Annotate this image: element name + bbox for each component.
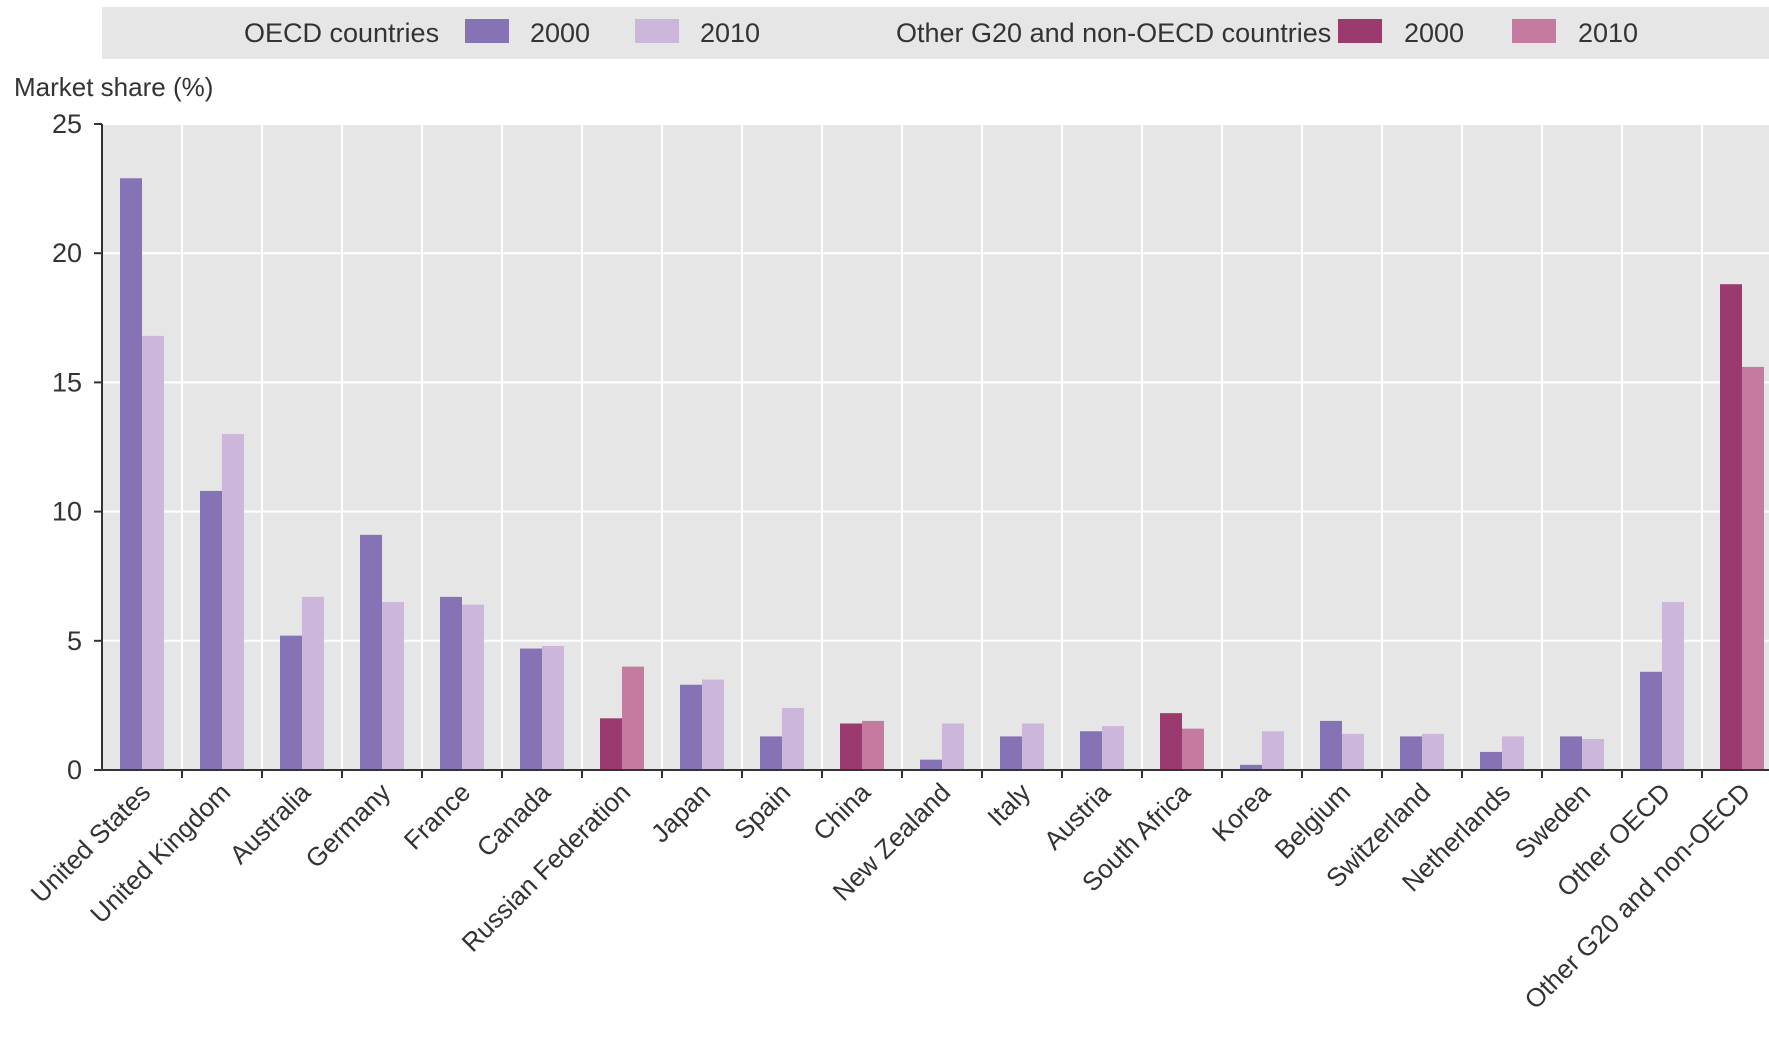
bar-2000 bbox=[1640, 671, 1662, 770]
legend: OECD countries 2000 2010 Other G20 and n… bbox=[244, 18, 1638, 48]
bar-2010 bbox=[462, 604, 484, 770]
bar-2000 bbox=[1080, 731, 1102, 770]
gridlines bbox=[102, 123, 1769, 770]
bar-2000 bbox=[520, 648, 542, 770]
bar-2010 bbox=[1422, 733, 1444, 770]
legend-other-2000-label: 2000 bbox=[1404, 18, 1464, 48]
bar-2000 bbox=[840, 723, 862, 770]
bar-2000 bbox=[280, 635, 302, 770]
category-label: Japan bbox=[645, 777, 716, 848]
category-label: Spain bbox=[728, 777, 796, 845]
y-tick-label: 0 bbox=[67, 755, 82, 785]
bar-2000 bbox=[600, 718, 622, 770]
legend-band bbox=[102, 7, 1769, 59]
y-tick-label: 25 bbox=[52, 109, 82, 139]
y-tick-label: 15 bbox=[52, 367, 82, 397]
bar-2000 bbox=[1560, 736, 1582, 770]
axes: 0 5 10 15 20 25 bbox=[52, 109, 1769, 785]
category-label: Italy bbox=[981, 777, 1036, 832]
bar-2010 bbox=[702, 679, 724, 770]
category-label: Germany bbox=[299, 777, 396, 874]
bar-2000 bbox=[120, 178, 142, 770]
bar-2000 bbox=[360, 534, 382, 770]
legend-swatch-oecd-2000 bbox=[465, 19, 509, 43]
bar-2010 bbox=[782, 707, 804, 770]
bar-2000 bbox=[1400, 736, 1422, 770]
bar-2000 bbox=[1000, 736, 1022, 770]
category-label: France bbox=[398, 777, 476, 855]
bar-2000 bbox=[1720, 284, 1742, 770]
legend-oecd-2000-label: 2000 bbox=[530, 18, 590, 48]
bar-2010 bbox=[142, 335, 164, 770]
bar-2000 bbox=[1240, 764, 1262, 770]
plot-area bbox=[102, 124, 1769, 770]
legend-group-oecd-label: OECD countries bbox=[244, 18, 439, 48]
bar-2000 bbox=[760, 736, 782, 770]
bar-2000 bbox=[1160, 713, 1182, 770]
bar-2010 bbox=[1182, 728, 1204, 770]
bar-2010 bbox=[1342, 733, 1364, 770]
bar-2010 bbox=[622, 666, 644, 770]
legend-other-2010-label: 2010 bbox=[1578, 18, 1638, 48]
category-label: Austria bbox=[1038, 777, 1117, 856]
y-tick-label: 5 bbox=[67, 626, 82, 656]
bar-2010 bbox=[1662, 602, 1684, 770]
category-label: Korea bbox=[1206, 777, 1277, 848]
bar-2010 bbox=[1262, 731, 1284, 770]
bar-2010 bbox=[1022, 723, 1044, 770]
y-tick-label: 10 bbox=[52, 497, 82, 527]
bar-2000 bbox=[200, 490, 222, 770]
legend-swatch-other-2000 bbox=[1338, 19, 1382, 43]
legend-group-other-label: Other G20 and non-OECD countries bbox=[896, 18, 1331, 48]
bar-2000 bbox=[1480, 751, 1502, 770]
bar-2000 bbox=[1320, 720, 1342, 770]
bar-2010 bbox=[1502, 736, 1524, 770]
bar-2010 bbox=[942, 723, 964, 770]
bar-2010 bbox=[382, 602, 404, 770]
bar-2010 bbox=[862, 720, 884, 770]
bar-2010 bbox=[222, 434, 244, 770]
category-label: United Kingdom bbox=[84, 777, 236, 929]
legend-swatch-oecd-2010 bbox=[635, 19, 679, 43]
legend-oecd-2010-label: 2010 bbox=[700, 18, 760, 48]
bar-2000 bbox=[920, 759, 942, 770]
legend-swatch-other-2010 bbox=[1512, 19, 1556, 43]
bar-2010 bbox=[542, 645, 564, 770]
bar-2010 bbox=[1582, 738, 1604, 770]
y-axis-label: Market share (%) bbox=[14, 72, 213, 102]
bar-2000 bbox=[680, 684, 702, 770]
category-label: China bbox=[807, 777, 877, 847]
bar-2000 bbox=[440, 596, 462, 770]
bar-2010 bbox=[302, 596, 324, 770]
bar-2010 bbox=[1102, 726, 1124, 770]
bars bbox=[120, 178, 1764, 770]
y-tick-label: 20 bbox=[52, 238, 82, 268]
bar-2010 bbox=[1742, 366, 1764, 770]
